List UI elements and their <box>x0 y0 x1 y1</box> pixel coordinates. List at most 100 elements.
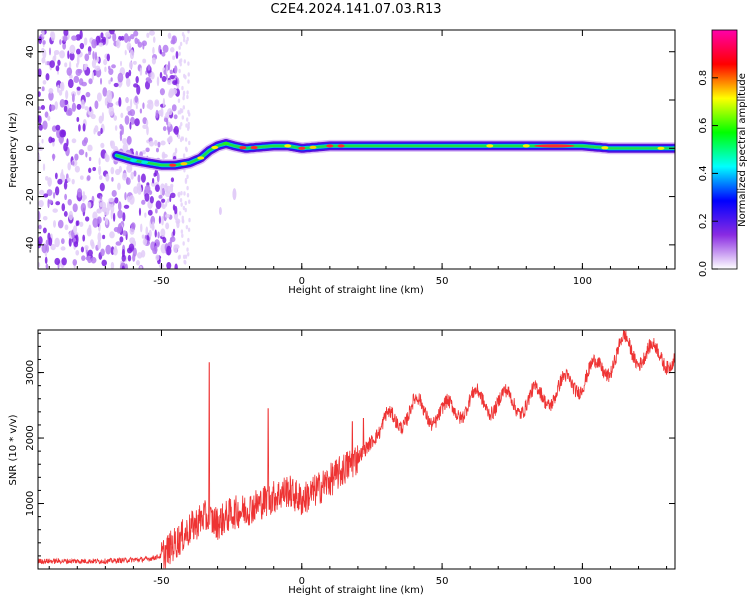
noise-speckle <box>130 98 133 109</box>
ridge-hotspot <box>522 144 530 148</box>
noise-speckle <box>157 231 160 239</box>
x-tick-label: 50 <box>436 276 449 287</box>
noise-speckle <box>97 131 102 137</box>
noise-speckle <box>50 137 55 143</box>
ridge-hotspot <box>180 162 188 166</box>
noise-speckle <box>42 79 47 85</box>
y-tick-label: 3000 <box>25 360 36 385</box>
noise-speckle <box>165 201 168 207</box>
noise-speckle <box>54 101 58 110</box>
noise-speckle <box>170 177 175 183</box>
noise-speckle <box>148 229 152 238</box>
noise-speckle <box>183 259 186 265</box>
noise-speckle <box>152 46 155 55</box>
noise-speckle <box>92 166 97 172</box>
noise-speckle <box>58 89 63 96</box>
noise-speckle <box>161 188 166 196</box>
y-tick-label: 40 <box>25 45 36 58</box>
noise-speckle <box>113 115 118 121</box>
noise-speckle <box>64 193 68 201</box>
noise-speckle <box>108 102 114 108</box>
noise-speckle <box>140 249 146 258</box>
noise-speckle <box>183 59 187 64</box>
noise-speckle <box>180 229 184 234</box>
noise-speckle <box>72 225 78 234</box>
noise-speckle <box>68 237 72 247</box>
ridge-hotspot <box>250 145 258 150</box>
noise-speckle <box>61 169 64 177</box>
noise-speckle <box>187 252 190 257</box>
y-tick-label: 1000 <box>25 491 36 516</box>
noise-speckle <box>188 199 191 204</box>
noise-speckle <box>96 216 102 224</box>
noise-speckle <box>187 109 190 115</box>
noise-speckle <box>54 186 60 196</box>
noise-speckle <box>48 91 54 101</box>
noise-speckle <box>77 69 83 74</box>
noise-speckle <box>179 41 183 47</box>
noise-speckle <box>181 233 184 238</box>
noise-speckle <box>185 40 188 45</box>
noise-speckle <box>182 105 186 110</box>
noise-speckle <box>153 172 157 177</box>
noise-speckle <box>71 102 77 112</box>
noise-speckle <box>135 76 139 84</box>
noise-speckle <box>135 104 138 110</box>
noise-speckle <box>83 37 88 46</box>
noise-speckle <box>142 58 147 64</box>
noise-speckle <box>165 222 170 230</box>
colorbar-tick-label: 0.4 <box>698 165 709 181</box>
noise-speckle <box>145 147 150 153</box>
noise-speckle <box>177 192 180 197</box>
noise-speckle <box>139 265 143 269</box>
noise-speckle <box>133 83 139 88</box>
noise-speckle <box>113 82 119 88</box>
spectrogram-frame <box>37 29 676 270</box>
noise-speckle <box>42 227 47 234</box>
noise-speckle <box>162 126 167 132</box>
ridge-hotspot <box>197 156 205 160</box>
noise-speckle <box>185 123 188 128</box>
noise-speckle <box>122 230 127 236</box>
noise-speckle <box>174 147 178 154</box>
noise-speckle <box>111 190 117 197</box>
noise-speckle <box>38 91 41 97</box>
noise-speckle <box>84 53 90 62</box>
noise-speckle <box>141 199 146 205</box>
noise-speckle <box>119 236 124 243</box>
noise-speckle <box>147 79 153 84</box>
noise-speckle <box>133 30 139 37</box>
noise-speckle <box>147 64 151 71</box>
noise-speckle <box>162 237 167 244</box>
noise-speckle <box>180 202 183 207</box>
noise-speckle <box>98 157 101 166</box>
noise-speckle <box>67 162 72 171</box>
noise-speckle <box>63 211 68 217</box>
noise-speckle <box>124 49 127 56</box>
y-tick-label: 2000 <box>25 425 36 450</box>
noise-speckle <box>126 164 133 173</box>
noise-speckle <box>111 176 114 182</box>
noise-speckle <box>146 32 150 39</box>
noise-speckle <box>38 189 45 196</box>
noise-speckle <box>146 103 151 109</box>
noise-speckle <box>67 78 74 89</box>
noise-speckle <box>79 30 83 40</box>
noise-speckle <box>142 238 148 246</box>
chart-title: C2E4.2024.141.07.03.R13 <box>270 2 442 17</box>
noise-speckle <box>186 90 189 95</box>
noise-speckle <box>158 215 161 224</box>
faint-streak <box>232 188 237 201</box>
noise-speckle <box>134 118 140 127</box>
noise-speckle <box>65 90 69 100</box>
noise-speckle <box>111 64 116 69</box>
noise-speckle <box>59 129 66 138</box>
noise-speckle <box>42 215 48 221</box>
noise-speckle <box>186 174 189 179</box>
noise-speckle <box>128 61 133 69</box>
noise-speckle <box>124 97 130 103</box>
noise-speckle <box>172 80 178 86</box>
noise-speckle <box>72 259 78 266</box>
noise-speckle <box>94 100 99 110</box>
noise-speckle <box>155 208 158 214</box>
